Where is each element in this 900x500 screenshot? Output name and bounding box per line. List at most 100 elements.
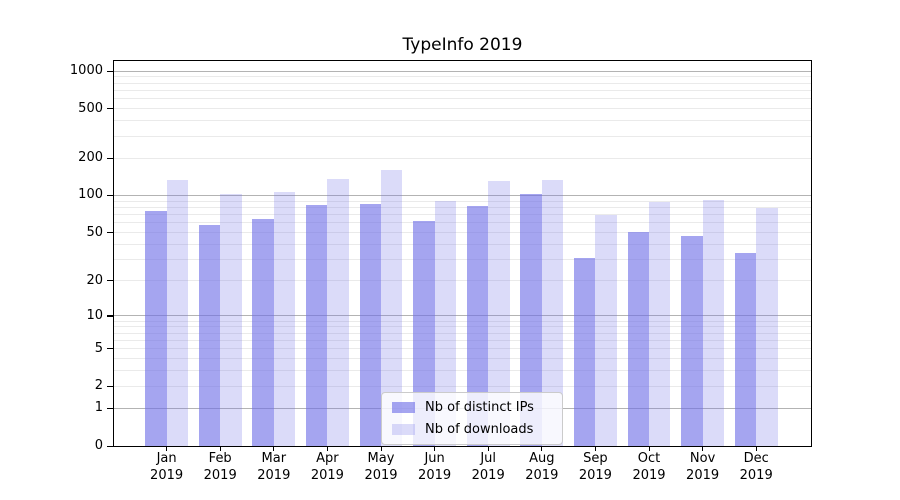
- minor-gridline: [114, 358, 811, 360]
- bar-distinct-ips-oct: [627, 231, 649, 446]
- y-tick-label-1000: 1000: [69, 63, 103, 78]
- y-tick-mark: [107, 194, 113, 197]
- year-label: 2019: [525, 468, 559, 483]
- y-tick-mark: [107, 385, 113, 388]
- x-tick-label-jun: Jun 2019: [403, 450, 467, 484]
- x-tick-label-dec: Dec 2019: [724, 450, 788, 484]
- x-tick-label-jul: Jul 2019: [456, 450, 520, 484]
- month-label: May: [367, 451, 395, 466]
- bar-downloads-nov: [702, 199, 724, 446]
- x-tick-label-nov: Nov 2019: [671, 450, 735, 484]
- bars-layer: [114, 61, 811, 446]
- minor-gridline: [114, 76, 811, 78]
- y-tick-label-0: 0: [94, 438, 103, 453]
- bar-downloads-apr: [327, 179, 349, 446]
- minor-gridline: [114, 280, 811, 282]
- bar-downloads-oct: [649, 202, 671, 446]
- bar-distinct-ips-jul: [466, 206, 489, 446]
- bar-distinct-ips-may: [359, 204, 381, 446]
- y-tick-mark: [107, 348, 113, 350]
- bar-downloads-sep: [595, 214, 617, 446]
- bar-distinct-ips-feb: [198, 224, 221, 446]
- x-tick-mark: [594, 446, 597, 451]
- month-label: Dec: [743, 451, 769, 466]
- bar-downloads-may: [381, 169, 403, 446]
- bar-distinct-ips-dec: [734, 253, 757, 446]
- bar-downloads-dec: [756, 208, 778, 446]
- x-tick-label-sep: Sep 2019: [563, 450, 627, 484]
- x-tick-mark: [487, 446, 489, 451]
- bar-downloads-feb: [220, 194, 242, 446]
- y-tick-label-10: 10: [86, 307, 103, 323]
- year-label: 2019: [257, 468, 291, 483]
- year-label: 2019: [686, 468, 720, 483]
- x-tick-label-feb: Feb 2019: [188, 450, 252, 484]
- y-tick-mark: [107, 315, 113, 317]
- month-label: Feb: [208, 451, 232, 466]
- x-tick-mark: [541, 446, 543, 451]
- month-label: Aug: [529, 451, 555, 466]
- month-label: Jun: [424, 451, 445, 466]
- legend: Nb of distinct IPs Nb of downloads: [381, 392, 563, 445]
- x-tick-mark: [326, 446, 329, 451]
- bar-distinct-ips-aug: [520, 193, 542, 446]
- y-tick-label-2: 2: [94, 378, 103, 394]
- y-tick-label-200: 200: [78, 150, 103, 166]
- x-tick-label-mar: Mar 2019: [242, 450, 306, 484]
- legend-label-distinct-ips: Nb of distinct IPs: [425, 400, 534, 415]
- minor-gridline: [114, 332, 811, 334]
- year-label: 2019: [418, 468, 452, 483]
- y-tick-label-100: 100: [78, 187, 103, 203]
- x-tick-mark: [648, 446, 650, 451]
- x-tick-label-apr: Apr 2019: [295, 450, 359, 484]
- y-tick-mark: [107, 108, 113, 110]
- major-gridline: [114, 194, 811, 196]
- minor-gridline: [114, 222, 811, 224]
- bar-distinct-ips-sep: [574, 257, 596, 446]
- plot-area: Nb of distinct IPs Nb of downloads: [113, 60, 812, 447]
- month-label: Mar: [261, 451, 287, 466]
- y-tick-mark: [107, 445, 113, 447]
- month-label: Sep: [583, 451, 608, 466]
- minor-gridline: [114, 89, 811, 91]
- y-tick-mark: [107, 280, 113, 282]
- bar-downloads-jan: [166, 180, 188, 446]
- minor-gridline: [114, 200, 811, 202]
- minor-gridline: [114, 339, 811, 341]
- x-tick-mark: [702, 446, 704, 451]
- bar-distinct-ips-jan: [145, 210, 167, 446]
- x-tick-label-may: May 2019: [349, 450, 413, 484]
- minor-gridline: [114, 82, 811, 84]
- minor-gridline: [114, 348, 811, 350]
- bar-downloads-jun: [434, 201, 456, 446]
- month-label: Oct: [637, 451, 661, 466]
- x-tick-label-jan: Jan 2019: [135, 450, 199, 484]
- bar-distinct-ips-nov: [681, 235, 703, 446]
- year-label: 2019: [150, 468, 184, 483]
- bar-distinct-ips-mar: [252, 219, 274, 446]
- legend-item-distinct-ips: Nb of distinct IPs: [392, 400, 552, 415]
- year-label: 2019: [310, 468, 344, 483]
- minor-gridline: [114, 135, 811, 137]
- month-label: Jan: [156, 451, 177, 466]
- year-label: 2019: [578, 468, 612, 483]
- month-label: Apr: [316, 451, 339, 466]
- x-tick-label-oct: Oct 2019: [617, 450, 681, 484]
- minor-gridline: [114, 232, 811, 234]
- x-tick-mark: [380, 446, 382, 451]
- x-tick-mark: [755, 446, 757, 451]
- x-tick-mark: [219, 446, 221, 451]
- y-tick-label-500: 500: [78, 100, 103, 116]
- grid-layer: [114, 61, 811, 446]
- month-label: Jul: [480, 451, 497, 466]
- year-label: 2019: [471, 468, 505, 483]
- month-label: Nov: [689, 451, 716, 466]
- minor-gridline: [114, 214, 811, 216]
- bar-downloads-mar: [273, 192, 296, 446]
- y-tick-label-20: 20: [86, 272, 103, 288]
- minor-gridline: [114, 385, 811, 387]
- y-tick-label-1: 1: [94, 400, 103, 416]
- legend-swatch-downloads: [392, 424, 415, 435]
- minor-gridline: [114, 370, 811, 372]
